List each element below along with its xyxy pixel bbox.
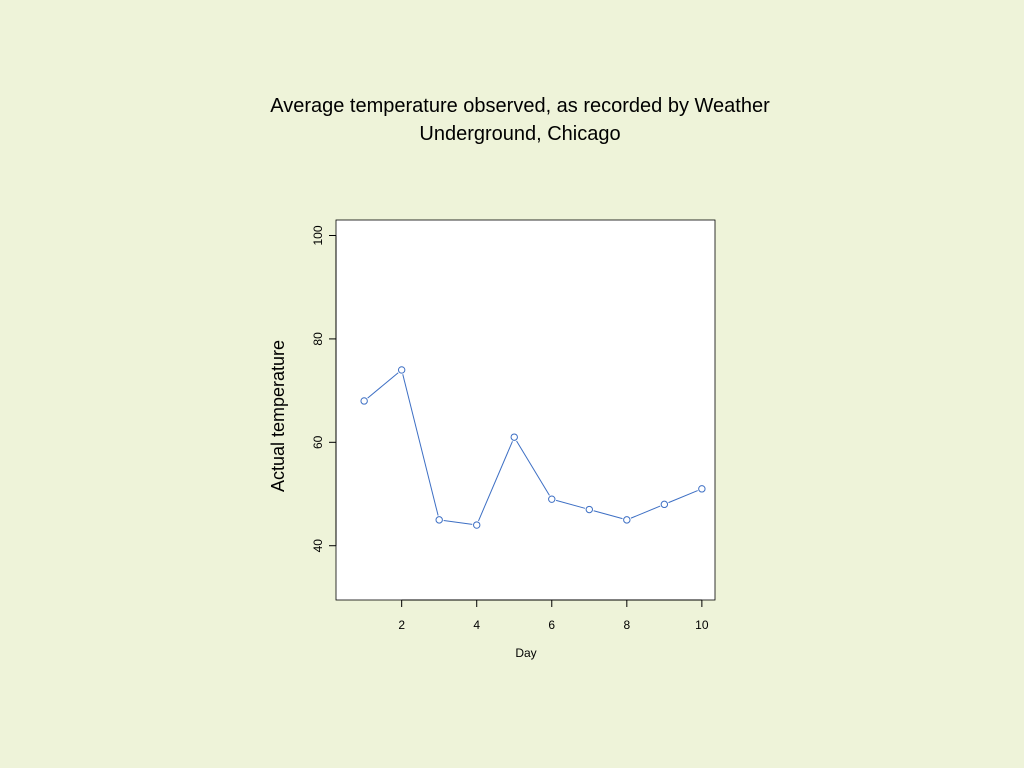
data-point xyxy=(548,495,556,503)
chart-title-line-1: Average temperature observed, as recorde… xyxy=(270,95,770,117)
data-point xyxy=(698,485,706,493)
series-line-segment xyxy=(516,440,550,496)
series-line-segment xyxy=(443,519,473,525)
x-axis: 2 4 6 8 10 xyxy=(398,599,709,632)
data-point xyxy=(397,366,406,374)
data-point xyxy=(585,505,593,514)
data-point xyxy=(510,433,518,441)
chart-title-line-2: Underground, Chicago xyxy=(419,123,620,145)
data-point xyxy=(360,397,368,405)
x-axis-label: Day xyxy=(515,646,536,660)
series-line-segment xyxy=(478,441,513,522)
plot-area xyxy=(335,219,716,601)
series-line-segment xyxy=(668,490,698,504)
data-point xyxy=(660,500,669,509)
series-line-segment xyxy=(367,372,399,399)
y-axis-label: Actual temperature xyxy=(268,340,288,492)
y-axis: 40 60 80 100 xyxy=(311,225,337,553)
y-tick-label: 40 xyxy=(311,539,325,553)
series-actual-temperature xyxy=(360,366,706,529)
series-line-segment xyxy=(402,374,439,516)
y-tick-label: 60 xyxy=(311,435,325,449)
x-tick-label: 6 xyxy=(548,618,555,632)
y-tick-label: 100 xyxy=(311,225,325,245)
data-point xyxy=(435,516,443,524)
data-point xyxy=(623,516,631,524)
x-tick-label: 10 xyxy=(695,618,709,632)
series-line-segment xyxy=(593,510,623,520)
chart-title: Average temperature observed, as recorde… xyxy=(270,95,770,145)
y-tick-label: 80 xyxy=(311,332,325,346)
data-point xyxy=(473,521,481,529)
x-tick-label: 4 xyxy=(473,618,480,632)
x-tick-label: 2 xyxy=(398,618,405,632)
series-line-segment xyxy=(630,505,661,519)
series-line-segment xyxy=(555,499,586,509)
x-tick-label: 8 xyxy=(623,618,630,632)
